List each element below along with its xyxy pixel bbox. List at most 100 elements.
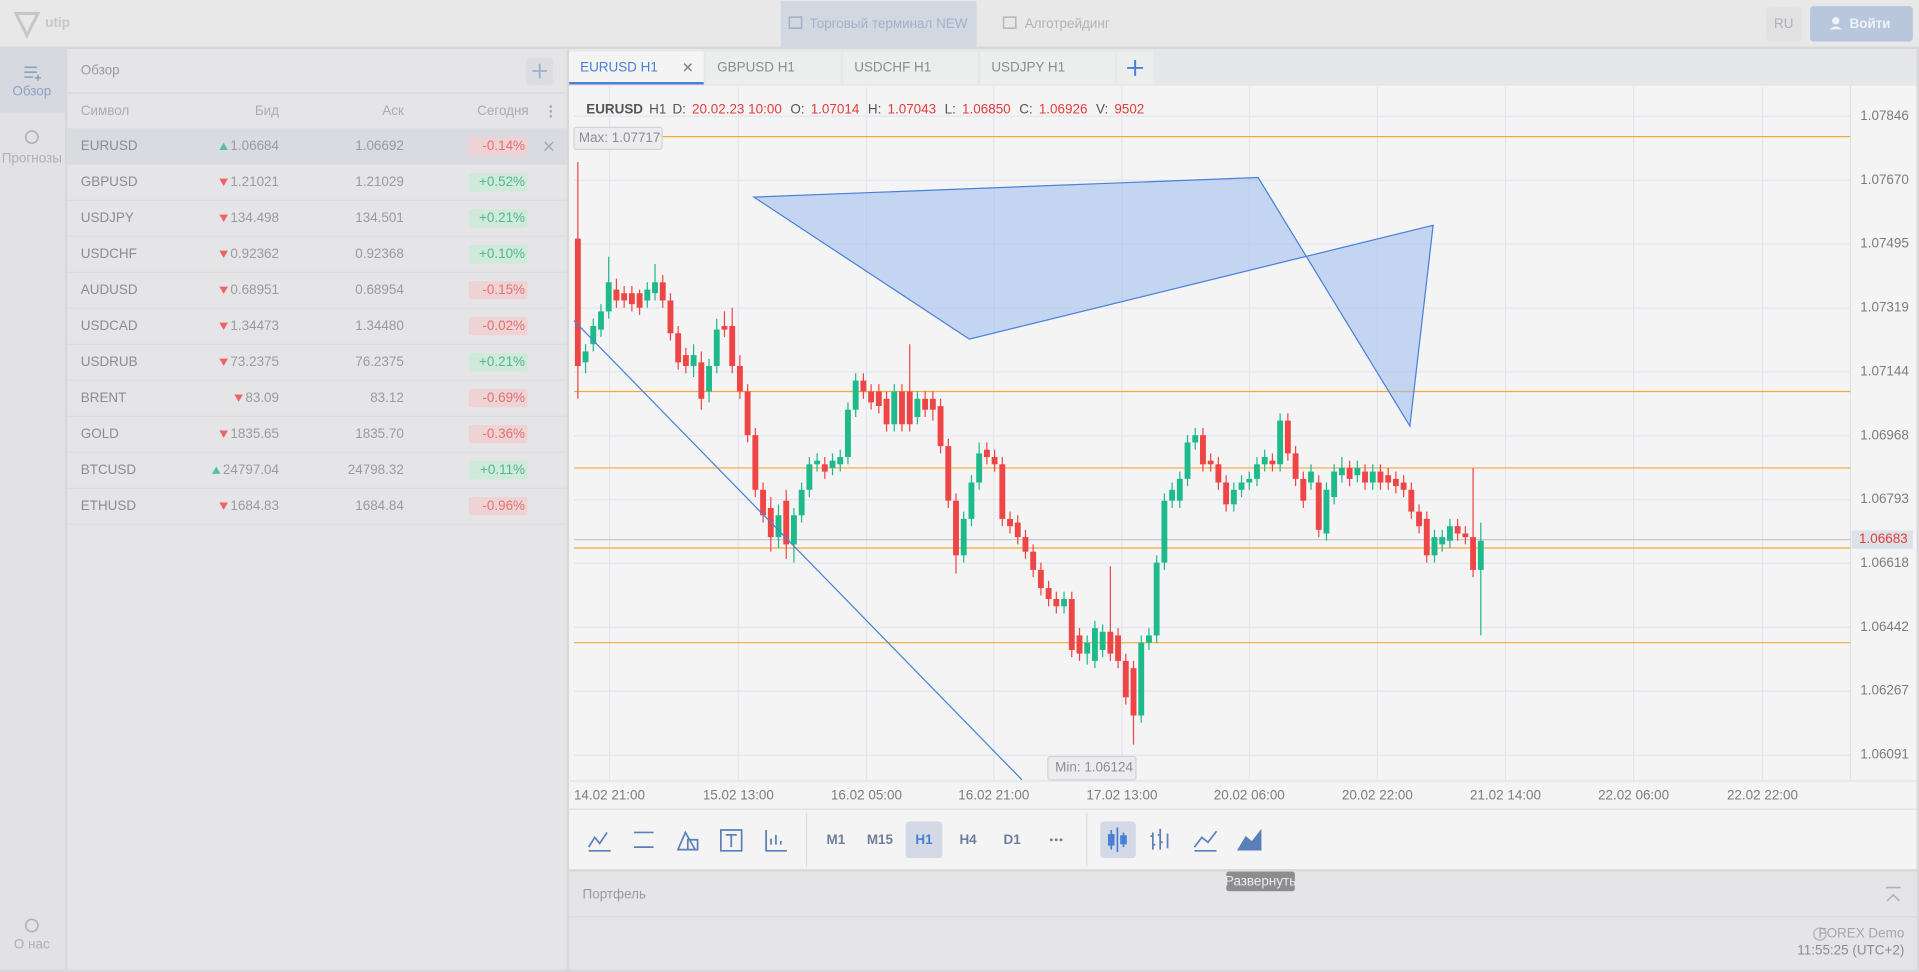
watchlist-row[interactable]: USDCHF 0.92362 0.92368 +0.10% [67,245,567,273]
candle-body [790,515,797,545]
candle-body [721,325,728,330]
change-badge [468,425,528,444]
y-tick-label: 1.06442 [1860,619,1909,634]
shapes-icon[interactable] [676,830,699,851]
rail-item[interactable]: Прогнозы [2,151,62,166]
column-header: Сегодня [477,103,529,118]
chart-tab[interactable] [569,51,704,85]
chart-tab-label[interactable]: USDJPY H1 [991,60,1065,75]
drawn-shape[interactable] [751,176,1434,428]
symbol: USDCAD [81,318,138,333]
text-icon[interactable] [719,829,743,852]
login[interactable]: Войти [1850,16,1891,31]
watchlist-row[interactable]: BRENT 83.09 83.12 -0.69% [67,389,567,417]
candle-body [682,355,689,367]
candle-body [1138,642,1145,716]
studies-icon[interactable] [765,829,787,852]
candle-body [1362,471,1368,483]
area-icon[interactable] [1237,828,1262,851]
active-rail-item[interactable] [0,48,65,113]
candle-body [744,391,751,436]
candle-body [1470,537,1477,570]
timeframe[interactable]: M15 [867,832,894,847]
candle-body [1223,482,1230,505]
bars-icon[interactable] [1150,828,1169,850]
change-badge [468,353,528,372]
login-button[interactable] [1810,6,1913,42]
bid: 0.92362 [230,246,279,261]
portfolio-title: Портфель [583,886,646,901]
clock: 11:55:25 (UTC+2) [1797,943,1904,958]
timeframe[interactable]: D1 [1004,832,1022,847]
x-tick-label: 22.02 06:00 [1598,787,1669,802]
symbol: BRENT [81,390,127,405]
timeframe[interactable]: H1 [915,832,933,847]
candle-body [814,460,821,465]
chart-tab-label[interactable]: EURUSD H1 [580,60,658,75]
x-tick-label: 16.02 21:00 [958,787,1029,802]
ask: 1835.70 [355,426,404,441]
candle-body [1423,518,1430,556]
watchlist-row[interactable]: AUDUSD 0.68951 0.68954 -0.15% [67,281,567,309]
watchlist-row[interactable]: USDJPY 134.498 134.501 +0.21% [67,209,567,237]
chart-tab[interactable] [980,51,1115,85]
bid: 0.68951 [230,282,279,297]
candle-body [605,282,612,312]
candle-body [706,366,712,392]
rail-footer[interactable]: О нас [14,937,50,952]
remove-icon[interactable] [544,141,554,152]
info-label: O: [790,102,804,117]
watchlist-row[interactable]: ETHUSD 1684.83 1684.84 -0.96% [67,497,567,525]
watchlist-row[interactable]: GOLD 1835.65 1835.70 -0.36% [67,425,567,453]
change: +0.10% [479,246,525,261]
lines-icon[interactable] [633,831,654,848]
watchlist-row[interactable]: GBPUSD 1.21021 1.21029 +0.52% [67,173,567,201]
max-label: Max: 1.07717 [579,130,661,145]
indicators-icon[interactable] [587,831,611,852]
direction-arrow [219,214,228,222]
change-badge [468,137,528,156]
chart-tab-label[interactable]: GBPUSD H1 [717,60,795,75]
candle-body [1354,467,1361,476]
candle-body [1477,540,1484,570]
active-timeframe[interactable] [905,821,943,859]
y-tick-label: 1.06618 [1860,555,1909,570]
top-tab[interactable]: Торговый терминал NEW [810,16,968,31]
watchlist-row[interactable]: USDCAD 1.34473 1.34480 -0.02% [67,317,567,345]
trend-line[interactable] [573,320,1023,781]
timeframe[interactable]: H4 [959,832,977,847]
timeframe[interactable]: M1 [827,832,846,847]
candle-body [1315,482,1322,530]
chart-tab[interactable] [706,51,841,85]
close-tab-icon[interactable] [683,63,692,72]
language[interactable]: RU [1774,16,1793,31]
watchlist-row[interactable]: EURUSD 1.06684 1.06692 -0.14% [67,128,567,165]
candle-body [659,282,666,301]
terminal-icon [788,16,803,29]
collapse-button[interactable] [1885,886,1901,902]
candle-body [1122,660,1129,698]
symbol: EURUSD [81,138,138,153]
x-tick-label: 21.02 14:00 [1470,787,1541,802]
info-timeframe: H1 [649,102,666,117]
ask: 1.06692 [355,138,404,153]
language-button[interactable] [1766,7,1802,42]
candle-body [968,482,975,519]
watchlist-row[interactable]: USDRUB 73.2375 76.2375 +0.21% [67,353,567,381]
candle-body [929,398,936,410]
top-tab[interactable]: Алготрейдинг [1025,16,1110,31]
line-icon[interactable] [1193,830,1218,852]
rail-item[interactable]: Обзор [12,83,51,98]
chart-tab-label[interactable]: USDCHF H1 [854,60,931,75]
candle-body [1277,420,1284,465]
bid: 1.06684 [230,138,279,153]
candle-body [1037,569,1044,589]
change-badge [468,209,528,228]
active-top-tab[interactable] [780,1,977,47]
candle-body [798,489,805,516]
more-timeframes[interactable] [1049,838,1063,842]
x-tick-label: 20.02 06:00 [1214,787,1285,802]
watchlist-row[interactable]: BTCUSD 24797.04 24798.32 +0.11% [67,461,567,489]
chart-tab[interactable] [843,51,978,85]
candle-body [1215,464,1222,483]
